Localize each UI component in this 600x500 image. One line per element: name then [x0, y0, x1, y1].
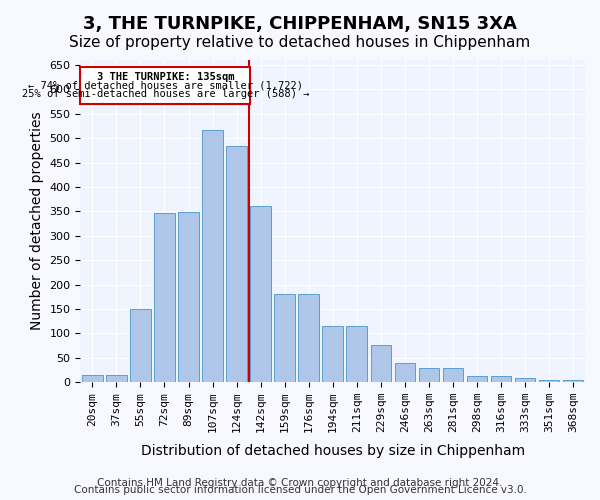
Text: 3, THE TURNPIKE, CHIPPENHAM, SN15 3XA: 3, THE TURNPIKE, CHIPPENHAM, SN15 3XA: [83, 15, 517, 33]
Text: Contains public sector information licensed under the Open Government Licence v3: Contains public sector information licen…: [74, 485, 526, 495]
Bar: [539, 380, 559, 382]
Bar: [106, 375, 127, 382]
Y-axis label: Number of detached properties: Number of detached properties: [30, 112, 44, 330]
Bar: [226, 146, 247, 382]
Bar: [178, 212, 199, 382]
Text: Contains HM Land Registry data © Crown copyright and database right 2024.: Contains HM Land Registry data © Crown c…: [97, 478, 503, 488]
Bar: [202, 130, 223, 382]
Bar: [419, 368, 439, 382]
X-axis label: Distribution of detached houses by size in Chippenham: Distribution of detached houses by size …: [140, 444, 525, 458]
Bar: [82, 375, 103, 382]
Bar: [371, 344, 391, 382]
Bar: [563, 380, 583, 382]
Bar: [322, 326, 343, 382]
Text: ← 74% of detached houses are smaller (1,722): ← 74% of detached houses are smaller (1,…: [28, 80, 303, 90]
Bar: [250, 206, 271, 382]
Bar: [443, 368, 463, 382]
Bar: [154, 213, 175, 382]
Bar: [491, 376, 511, 382]
Bar: [395, 362, 415, 382]
Text: Size of property relative to detached houses in Chippenham: Size of property relative to detached ho…: [70, 35, 530, 50]
Text: 3 THE TURNPIKE: 135sqm: 3 THE TURNPIKE: 135sqm: [97, 72, 234, 82]
FancyBboxPatch shape: [80, 68, 250, 104]
Bar: [467, 376, 487, 382]
Bar: [346, 326, 367, 382]
Bar: [515, 378, 535, 382]
Bar: [274, 294, 295, 382]
Bar: [298, 294, 319, 382]
Bar: [130, 309, 151, 382]
Text: 25% of semi-detached houses are larger (588) →: 25% of semi-detached houses are larger (…: [22, 89, 309, 99]
